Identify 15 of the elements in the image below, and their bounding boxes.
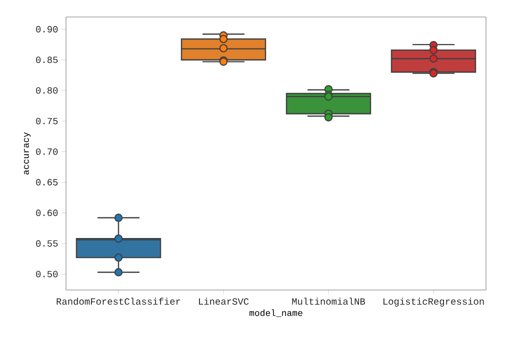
y-tick-label: 0.75 — [36, 118, 58, 124]
x-tick-label: LogisticRegression — [383, 298, 484, 307]
x-tick-label: LinearSVC — [199, 298, 249, 305]
x-tick-label: RandomForestClassifier — [56, 298, 180, 305]
y-tick-label: 0.70 — [36, 148, 58, 155]
y-tick-label: 0.80 — [36, 87, 58, 94]
x-axis-title: model_name — [250, 309, 302, 317]
y-tick-label: 0.90 — [36, 26, 58, 32]
y-tick-label: 0.65 — [36, 179, 58, 186]
x-tick-label: MultinomialNB — [292, 298, 366, 305]
y-tick-label: 0.55 — [36, 240, 58, 247]
y-tick-label: 0.85 — [36, 56, 58, 64]
y-axis-title: accuracy — [24, 132, 31, 174]
y-tick-label: 0.60 — [36, 210, 58, 216]
y-tick-label: 0.50 — [36, 270, 58, 278]
